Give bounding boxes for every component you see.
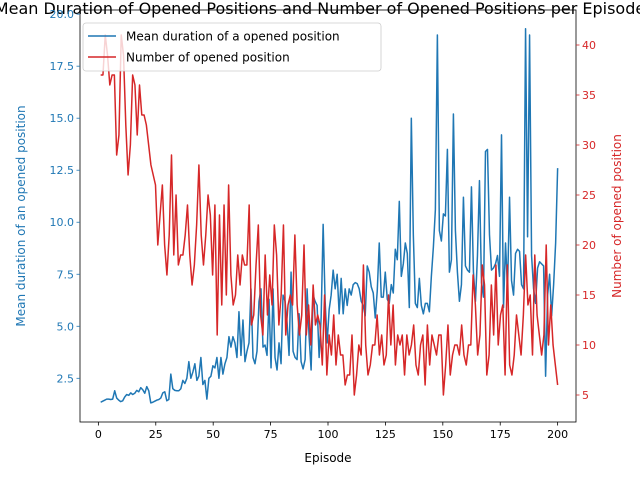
y-right-tick-label: 5 — [582, 389, 589, 402]
legend-label-count: Number of opened position — [126, 51, 290, 65]
y-left-tick-label: 15.0 — [50, 112, 75, 125]
x-tick-label: 150 — [432, 428, 453, 441]
x-tick-label: 125 — [375, 428, 396, 441]
x-tick-label: 200 — [547, 428, 568, 441]
y-left-tick-label: 17.5 — [50, 60, 75, 73]
y-axis-right-label: Number of opened position — [610, 134, 624, 298]
y-axis-right: 5 10 15 20 25 30 35 40 — [576, 39, 596, 402]
y-right-tick-label: 20 — [582, 239, 596, 252]
x-tick-label: 75 — [264, 428, 278, 441]
x-axis-label: Episode — [304, 451, 351, 465]
x-tick-label: 25 — [149, 428, 163, 441]
y-left-tick-label: 20.0 — [50, 8, 75, 21]
y-left-tick-label: 10.0 — [50, 216, 75, 229]
x-tick-label: 175 — [490, 428, 511, 441]
x-tick-label: 0 — [95, 428, 102, 441]
y-right-tick-label: 40 — [582, 39, 596, 52]
legend-label-duration: Mean duration of a opened position — [126, 30, 340, 44]
legend-box — [82, 22, 382, 72]
y-left-tick-label: 5.0 — [57, 320, 75, 333]
y-axis-left-label: Mean duration of an opened position — [14, 105, 28, 326]
y-left-tick-label: 7.5 — [57, 268, 75, 281]
plot-area — [100, 27, 559, 404]
y-right-tick-label: 25 — [582, 189, 596, 202]
series-line-count — [100, 34, 559, 396]
x-axis: 0 25 50 75 100 125 150 175 200 — [95, 422, 568, 441]
x-tick-label: 50 — [206, 428, 220, 441]
chart-title: Mean Duration of Opened Positions and Nu… — [0, 0, 640, 18]
y-axis-left: 2.5 5.0 7.5 10.0 12.5 15.0 17.5 20.0 — [50, 8, 80, 385]
legend: Mean duration of a opened position Numbe… — [82, 22, 382, 72]
y-right-tick-label: 30 — [582, 139, 596, 152]
y-right-tick-label: 10 — [582, 339, 596, 352]
y-right-tick-label: 35 — [582, 89, 596, 102]
y-left-tick-label: 2.5 — [57, 372, 75, 385]
y-right-tick-label: 15 — [582, 289, 596, 302]
x-tick-label: 100 — [318, 428, 339, 441]
y-left-tick-label: 12.5 — [50, 164, 75, 177]
